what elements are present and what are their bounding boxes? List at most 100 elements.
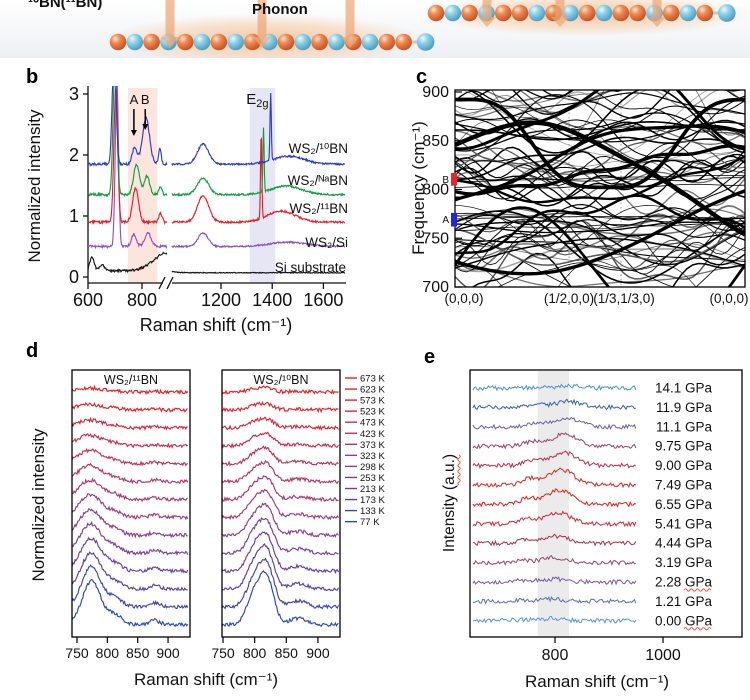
pressure-label: 3.19 GPa bbox=[655, 555, 713, 570]
spectrum-curve bbox=[87, 87, 346, 226]
spectrum-curve bbox=[472, 596, 637, 605]
legend-label: 473 K bbox=[360, 418, 385, 429]
subpanel-title: WS₂/¹⁰BN bbox=[254, 373, 309, 387]
legend-label: 298 K bbox=[360, 462, 385, 473]
boron-atom bbox=[311, 33, 328, 51]
nitrogen-atom bbox=[193, 33, 211, 51]
spectrum-curve bbox=[217, 570, 339, 628]
y-axis-label: Intensity (a.u.) bbox=[441, 454, 461, 552]
schematic-panel: ¹⁰BN(¹¹BN) Phonon bbox=[0, 0, 750, 58]
svg-text:(0,0,0): (0,0,0) bbox=[444, 291, 483, 306]
mode-marker-label: A bbox=[442, 215, 449, 226]
raman-spectra bbox=[87, 86, 346, 275]
nitrogen-atom bbox=[361, 33, 379, 51]
panel-label-b: b bbox=[26, 66, 39, 88]
nitrogen-atom bbox=[294, 33, 312, 51]
svg-text:700: 700 bbox=[422, 279, 449, 296]
boron-atom bbox=[696, 4, 714, 22]
spectrum-curve bbox=[217, 531, 340, 575]
svg-text:1: 1 bbox=[69, 206, 79, 226]
annotations: A B E2g bbox=[130, 91, 269, 136]
x-axis-label: Raman shift (cm⁻¹) bbox=[525, 672, 669, 691]
spectrum-curve bbox=[87, 86, 346, 198]
nitrogen-atom bbox=[679, 4, 697, 22]
svg-text:(1/2,0,0): (1/2,0,0) bbox=[544, 291, 594, 306]
tick-labels: 0 1 2 3 600 800 1200 1400 1600 bbox=[69, 84, 343, 310]
boron-atom bbox=[461, 4, 478, 22]
pressure-label: 11.1 GPa bbox=[656, 419, 713, 434]
boron-atom bbox=[427, 4, 445, 22]
svg-text:850: 850 bbox=[275, 645, 299, 661]
panel-b-raman-chart: 0 1 2 3 600 800 1200 1400 1600 Raman shift (cm⁻¹)… bbox=[25, 84, 348, 335]
legend-label: 623 K bbox=[360, 385, 385, 396]
svg-text:0: 0 bbox=[69, 267, 79, 287]
spectrum-curve bbox=[472, 615, 637, 624]
nitrogen-atom bbox=[444, 4, 462, 22]
spectrum-curve bbox=[217, 431, 339, 449]
chain-end-atom bbox=[718, 4, 736, 22]
spectrum-curve bbox=[72, 508, 188, 539]
svg-text:800: 800 bbox=[422, 182, 449, 199]
legend-label: 173 K bbox=[360, 495, 385, 506]
spectrum-curve bbox=[217, 445, 339, 467]
boron-atom bbox=[629, 4, 646, 22]
spectrum-curve bbox=[72, 401, 188, 413]
spectrum-curve bbox=[472, 533, 637, 547]
phonon-branches bbox=[455, 90, 745, 287]
spellcheck-underline bbox=[683, 627, 712, 631]
pressure-label: 6.55 GPa bbox=[655, 497, 713, 512]
svg-text:850: 850 bbox=[126, 645, 150, 661]
spectrum-curve bbox=[72, 477, 188, 503]
tick-labels: 700 750 800 850 900 (0,0,0) (1/2,0,0) (1/3,1/3,… bbox=[422, 84, 748, 306]
svg-text:B: B bbox=[141, 92, 150, 107]
boron-atom bbox=[511, 4, 529, 22]
spectrum-curve bbox=[472, 467, 636, 489]
pressure-label: 5.41 GPa bbox=[655, 516, 713, 531]
svg-text:750: 750 bbox=[211, 645, 235, 661]
boron-atom bbox=[277, 33, 295, 51]
svg-text:A: A bbox=[130, 92, 139, 107]
svg-text:600: 600 bbox=[73, 290, 103, 310]
pressure-label: 11.9 GPa bbox=[656, 400, 713, 415]
spectrum-curve bbox=[72, 493, 189, 521]
spectrum-curve bbox=[72, 520, 189, 557]
pressure-spectra bbox=[472, 383, 637, 624]
y-axis-label: Normalized intensity bbox=[25, 109, 44, 263]
svg-text:1600: 1600 bbox=[303, 290, 343, 310]
phonon-arrows bbox=[478, 0, 666, 27]
spectrum-curve bbox=[217, 502, 339, 538]
legend-label: 133 K bbox=[360, 506, 385, 517]
shaded-band bbox=[537, 371, 570, 636]
plot-frame bbox=[454, 89, 746, 288]
legend-label: 373 K bbox=[360, 440, 385, 451]
boron-atom bbox=[143, 33, 160, 51]
pressure-label: 9.00 GPa bbox=[655, 458, 713, 473]
svg-text:(0,0,0): (0,0,0) bbox=[709, 291, 748, 306]
nitrogen-atom bbox=[595, 4, 613, 22]
spectrum-curve bbox=[217, 385, 339, 395]
pressure-label: 4.44 GPa bbox=[655, 536, 713, 551]
spectrum-curve bbox=[217, 416, 339, 431]
spectrum-curve bbox=[72, 578, 189, 628]
pressure-label: 1.21 GPa bbox=[655, 594, 713, 609]
svg-text:750: 750 bbox=[65, 645, 89, 661]
panel-c-phonon-dispersion-chart: 700 750 800 850 900 (0,0,0) (1/2,0,0) (1/3,1/3,… bbox=[409, 84, 749, 306]
nitrogen-atom bbox=[126, 33, 144, 51]
plot-frame bbox=[71, 369, 191, 638]
svg-text:1000: 1000 bbox=[645, 647, 681, 664]
panel-d-temperature-raman-chart: WS₂/¹¹BN 750 800 850 900 WS₂/¹⁰BN 750 800 850 900… bbox=[29, 369, 385, 689]
pressure-label: 7.49 GPa bbox=[655, 478, 713, 493]
boron-atom bbox=[109, 33, 127, 51]
spectrum-curve bbox=[72, 536, 189, 574]
boron-atom bbox=[378, 33, 396, 51]
spectrum-curve bbox=[87, 86, 346, 168]
spectrum-curve bbox=[72, 447, 188, 467]
nitrogen-atom bbox=[528, 4, 546, 22]
svg-text:(1/3,1/3,0): (1/3,1/3,0) bbox=[593, 291, 655, 306]
chain-end-atom bbox=[416, 33, 435, 51]
mode-marker-A bbox=[451, 212, 457, 227]
spectrum-curve bbox=[217, 543, 340, 593]
svg-text:1200: 1200 bbox=[201, 290, 241, 310]
series-label: Si substrate bbox=[275, 260, 346, 275]
